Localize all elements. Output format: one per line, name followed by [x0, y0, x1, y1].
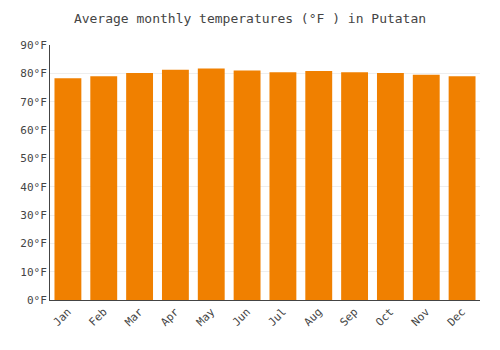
svg-text:0°F: 0°F — [27, 294, 47, 307]
svg-text:Dec: Dec — [445, 306, 468, 329]
svg-text:Jan: Jan — [51, 306, 74, 329]
svg-text:Jul: Jul — [266, 306, 289, 329]
svg-text:Feb: Feb — [87, 306, 110, 329]
svg-text:60°F: 60°F — [20, 124, 47, 137]
svg-text:10°F: 10°F — [20, 266, 47, 279]
svg-text:Nov: Nov — [409, 305, 433, 329]
svg-text:Average monthly temperatures (: Average monthly temperatures (°F ) in Pu… — [74, 11, 426, 26]
svg-text:50°F: 50°F — [20, 152, 47, 165]
svg-text:Sep: Sep — [337, 306, 360, 329]
svg-text:Oct: Oct — [373, 306, 396, 329]
svg-text:Mar: Mar — [122, 305, 146, 329]
svg-text:30°F: 30°F — [20, 209, 47, 222]
svg-text:70°F: 70°F — [20, 96, 47, 109]
svg-text:Aug: Aug — [302, 306, 325, 329]
svg-text:40°F: 40°F — [20, 181, 47, 194]
svg-text:90°F: 90°F — [20, 39, 47, 52]
svg-text:80°F: 80°F — [20, 67, 47, 80]
svg-text:May: May — [194, 305, 218, 329]
svg-text:Apr: Apr — [158, 305, 182, 329]
svg-text:Jun: Jun — [230, 306, 253, 329]
svg-text:20°F: 20°F — [20, 237, 47, 250]
